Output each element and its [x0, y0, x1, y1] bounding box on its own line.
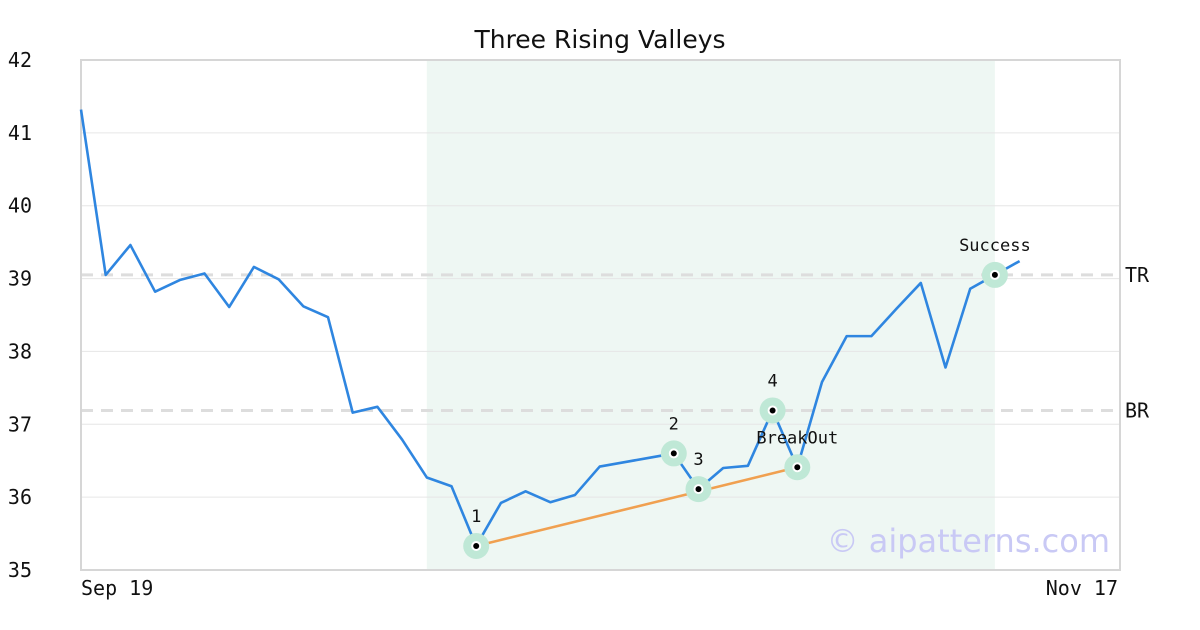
annotation-label: BreakOut [756, 428, 838, 448]
marker-point [767, 405, 778, 416]
annotation-label: 2 [669, 414, 679, 434]
y-tick-label: 42 [8, 48, 32, 72]
annotation-label: 1 [471, 507, 481, 527]
y-tick-label: 41 [8, 121, 32, 145]
reference-lines: TR BR [81, 263, 1150, 422]
y-axis-ticks: 35 36 37 38 39 40 41 42 [8, 48, 32, 582]
x-tick-label: Sep 19 [81, 576, 153, 600]
annotation-label: 4 [767, 371, 777, 391]
x-tick-label: Nov 17 [1046, 576, 1118, 600]
support-trendline [475, 466, 798, 548]
marker-point [471, 540, 482, 551]
price-series-line [79, 109, 1021, 548]
pattern-markers [463, 261, 1008, 559]
y-tick-label: 36 [8, 485, 32, 509]
x-axis-ticks: Sep 19 Nov 17 [81, 576, 1118, 600]
chart-title: Three Rising Valleys [473, 25, 725, 54]
y-tick-label: 35 [8, 558, 32, 582]
marker-point [989, 269, 1000, 280]
support-line [475, 466, 798, 548]
reference-line-label: BR [1125, 398, 1150, 422]
marker-point [693, 484, 704, 495]
pattern-region [426, 60, 995, 570]
annotation-label: Success [959, 236, 1031, 256]
marker-point [792, 462, 803, 473]
y-tick-label: 37 [8, 412, 32, 436]
watermark: © aipatterns.com [827, 522, 1110, 560]
y-tick-label: 40 [8, 194, 32, 218]
y-tick-label: 39 [8, 267, 32, 291]
marker-point [668, 448, 679, 459]
y-tick-label: 38 [8, 339, 32, 363]
plot-frame [80, 59, 1121, 571]
reference-line-label: TR [1125, 263, 1150, 287]
pattern-annotations: 1 23 4 BreakOut Success [471, 236, 1031, 527]
annotation-label: 3 [693, 450, 703, 470]
